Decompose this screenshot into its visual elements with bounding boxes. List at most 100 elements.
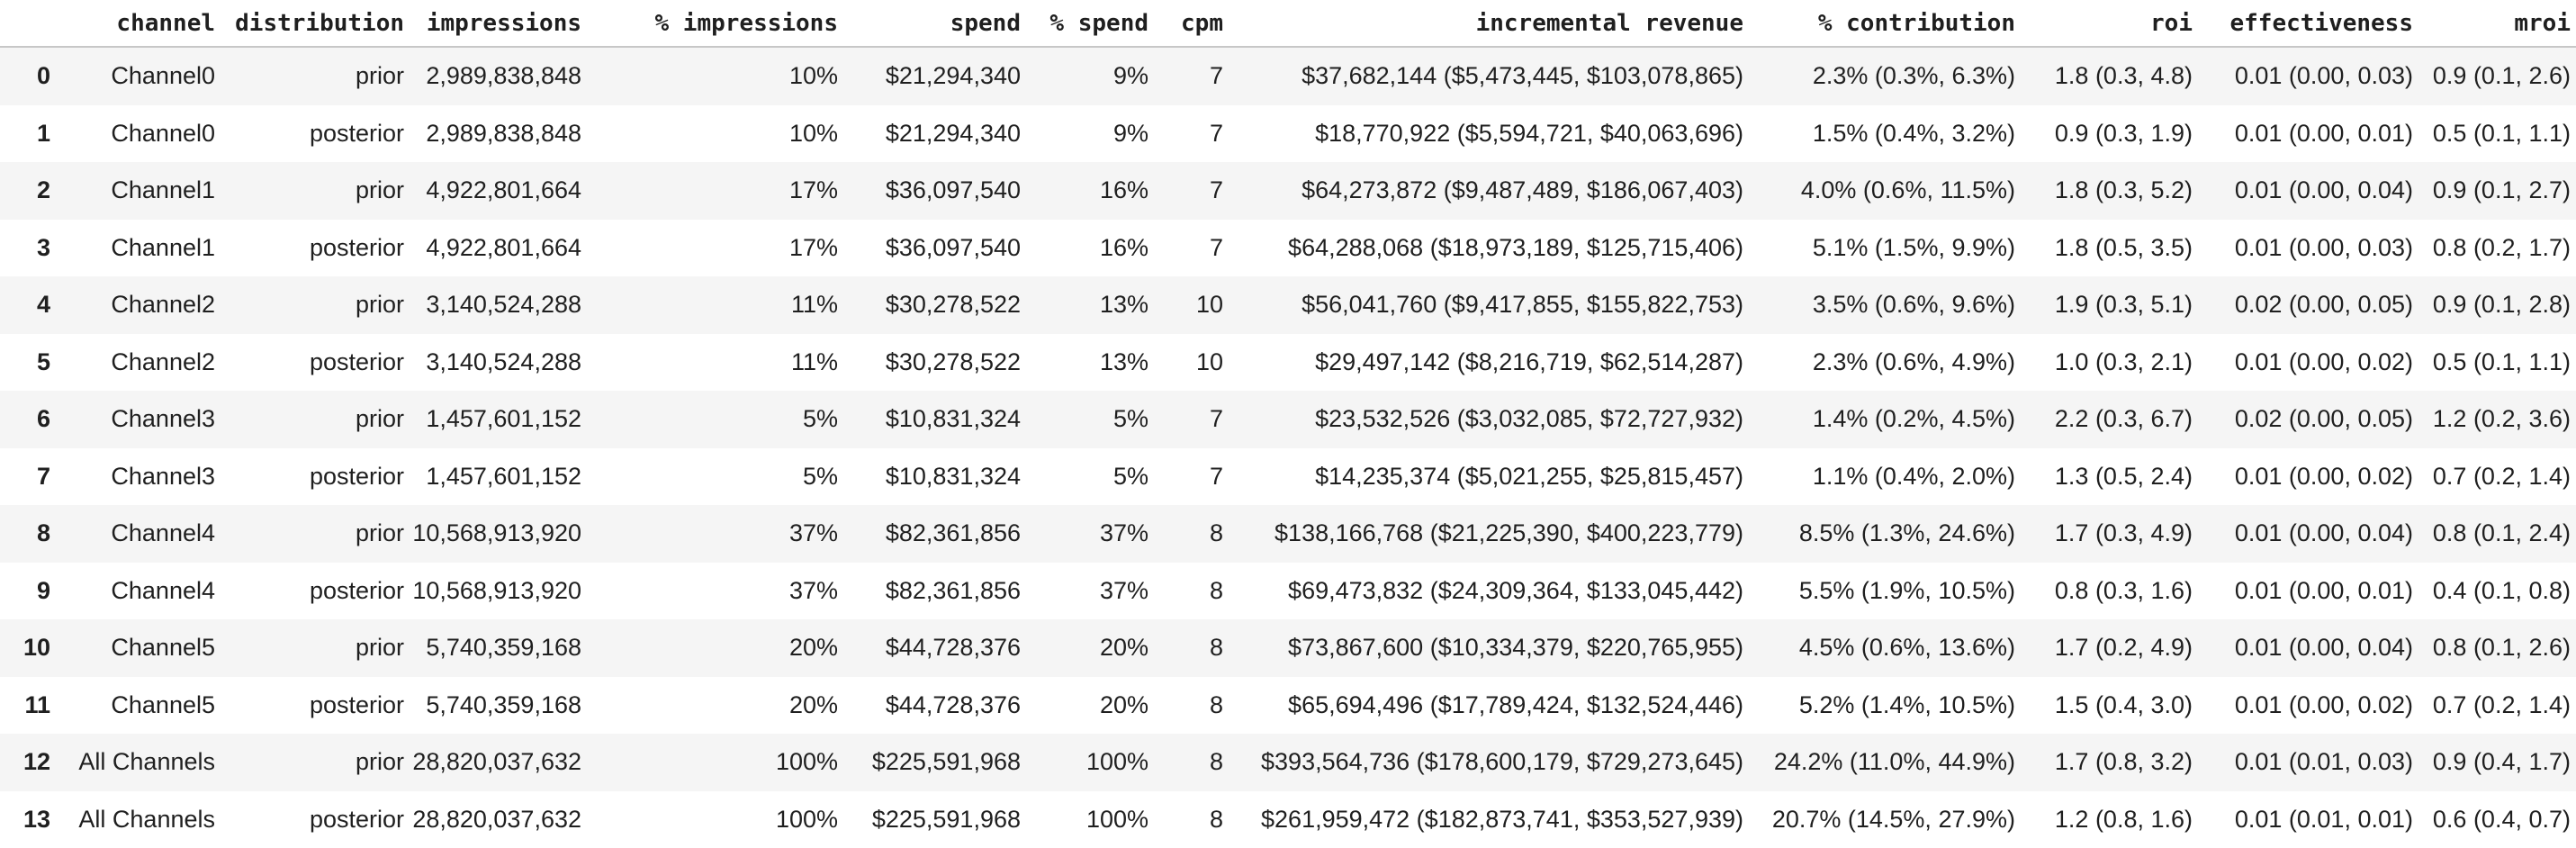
cell-pct-spend: 13% xyxy=(1099,347,1148,375)
table-row-4: 4 Channel2 prior 3,140,524,288 11% $30,278,52… xyxy=(0,276,2576,334)
cell-effectiveness: 0.01 (0.00, 0.01) xyxy=(2234,119,2413,147)
cell-spend: $30,278,522 xyxy=(885,347,1021,375)
cell-channel: Channel4 xyxy=(111,519,215,547)
cell-cpm: 7 xyxy=(1209,176,1223,204)
cell-mroi: 1.2 (0.2, 3.6) xyxy=(2432,405,2571,433)
cell-impressions: 5,740,359,168 xyxy=(426,690,581,718)
cell-pct-impressions: 5% xyxy=(802,462,838,490)
cell-effectiveness: 0.01 (0.00, 0.02) xyxy=(2234,347,2413,375)
table-row-7: 7 Channel3 posterior 1,457,601,152 5% $10,831… xyxy=(0,447,2576,505)
cell-pct-spend: 9% xyxy=(1112,119,1148,147)
row-index: 0 xyxy=(36,62,50,90)
table-row-6: 6 Channel3 prior 1,457,601,152 5% $10,831,324… xyxy=(0,391,2576,448)
table-row-10: 10 Channel5 prior 5,740,359,168 20% $44,728,3… xyxy=(0,619,2576,677)
cell-spend: $30,278,522 xyxy=(885,291,1021,319)
cell-effectiveness: 0.01 (0.00, 0.02) xyxy=(2234,462,2413,490)
cell-spend: $225,591,968 xyxy=(871,748,1021,776)
cell-pct-impressions: 17% xyxy=(788,176,838,204)
cell-impressions: 3,140,524,288 xyxy=(426,291,581,319)
cell-incremental-revenue: $29,497,142 ($8,216,719, $62,514,287) xyxy=(1315,347,1743,375)
row-index: 12 xyxy=(23,748,50,776)
cell-distribution: prior xyxy=(355,519,404,547)
row-index: 4 xyxy=(36,291,50,319)
cell-distribution: prior xyxy=(355,176,404,204)
column-header-roi: roi xyxy=(2021,0,2198,48)
cell-pct-impressions: 17% xyxy=(788,233,838,261)
cell-cpm: 10 xyxy=(1195,347,1223,375)
table-row-0: 0 Channel0 prior 2,989,838,848 10% $21,294,34… xyxy=(0,47,2576,105)
cell-pct-spend: 9% xyxy=(1112,62,1148,90)
cell-distribution: posterior xyxy=(309,119,404,147)
cell-pct-spend: 37% xyxy=(1099,576,1148,604)
cell-spend: $82,361,856 xyxy=(885,519,1021,547)
cell-spend: $21,294,340 xyxy=(885,119,1021,147)
table-row-11: 11 Channel5 posterior 5,740,359,168 20% $44,7… xyxy=(0,676,2576,734)
cell-roi: 1.3 (0.5, 2.4) xyxy=(2054,462,2193,490)
cell-pct-contribution: 24.2% (11.0%, 44.9%) xyxy=(1773,748,2015,776)
row-index: 1 xyxy=(36,119,50,147)
cell-effectiveness: 0.01 (0.01, 0.03) xyxy=(2234,748,2413,776)
cell-channel: All Channels xyxy=(78,805,215,833)
cell-impressions: 28,820,037,632 xyxy=(412,748,581,776)
cell-channel: Channel3 xyxy=(111,405,215,433)
cell-channel: Channel2 xyxy=(111,291,215,319)
cell-pct-impressions: 10% xyxy=(788,119,838,147)
cell-impressions: 2,989,838,848 xyxy=(426,62,581,90)
cell-spend: $21,294,340 xyxy=(885,62,1021,90)
cell-pct-spend: 5% xyxy=(1112,405,1148,433)
cell-effectiveness: 0.01 (0.00, 0.01) xyxy=(2234,576,2413,604)
column-header-channel: channel xyxy=(56,0,221,48)
cell-distribution: prior xyxy=(355,748,404,776)
cell-impressions: 5,740,359,168 xyxy=(426,634,581,662)
column-header-incremental-revenue: incremental revenue xyxy=(1229,0,1749,48)
cell-channel: Channel3 xyxy=(111,462,215,490)
cell-channel: Channel0 xyxy=(111,119,215,147)
row-index: 8 xyxy=(36,519,50,547)
cell-cpm: 8 xyxy=(1209,748,1223,776)
column-header-impressions: impressions xyxy=(410,0,587,48)
cell-channel: Channel5 xyxy=(111,690,215,718)
cell-distribution: prior xyxy=(355,634,404,662)
cell-pct-contribution: 4.0% (0.6%, 11.5%) xyxy=(1800,176,2015,204)
cell-pct-impressions: 10% xyxy=(788,62,838,90)
row-index: 3 xyxy=(36,233,50,261)
cell-impressions: 2,989,838,848 xyxy=(426,119,581,147)
cell-spend: $225,591,968 xyxy=(871,805,1021,833)
cell-pct-contribution: 8.5% (1.3%, 24.6%) xyxy=(1798,519,2015,547)
column-header-pct-contribution: % contribution xyxy=(1749,0,2021,48)
cell-incremental-revenue: $393,564,736 ($178,600,179, $729,273,645… xyxy=(1261,748,1743,776)
cell-pct-impressions: 11% xyxy=(790,291,838,319)
cell-mroi: 0.9 (0.1, 2.7) xyxy=(2432,176,2571,204)
cell-cpm: 8 xyxy=(1209,634,1223,662)
cell-spend: $36,097,540 xyxy=(885,176,1021,204)
cell-mroi: 0.8 (0.1, 2.6) xyxy=(2432,634,2571,662)
cell-distribution: posterior xyxy=(309,347,404,375)
cell-pct-impressions: 37% xyxy=(788,519,838,547)
column-header-pct-impressions: % impressions xyxy=(587,0,843,48)
cell-spend: $44,728,376 xyxy=(885,634,1021,662)
cell-cpm: 7 xyxy=(1209,462,1223,490)
cell-spend: $36,097,540 xyxy=(885,233,1021,261)
cell-effectiveness: 0.01 (0.00, 0.03) xyxy=(2234,233,2413,261)
column-header-index xyxy=(0,0,56,48)
cell-roi: 1.0 (0.3, 2.1) xyxy=(2054,347,2193,375)
row-index: 7 xyxy=(36,462,50,490)
cell-roi: 1.8 (0.3, 5.2) xyxy=(2054,176,2193,204)
cell-mroi: 0.7 (0.2, 1.4) xyxy=(2432,690,2571,718)
cell-cpm: 7 xyxy=(1209,62,1223,90)
cell-distribution: prior xyxy=(355,405,404,433)
cell-incremental-revenue: $23,532,526 ($3,032,085, $72,727,932) xyxy=(1315,405,1743,433)
cell-pct-contribution: 2.3% (0.6%, 4.9%) xyxy=(1812,347,2015,375)
cell-impressions: 1,457,601,152 xyxy=(426,462,581,490)
cell-pct-impressions: 100% xyxy=(775,805,838,833)
cell-roi: 1.9 (0.3, 5.1) xyxy=(2054,291,2193,319)
cell-pct-spend: 16% xyxy=(1099,176,1148,204)
cell-impressions: 4,922,801,664 xyxy=(426,233,581,261)
cell-incremental-revenue: $73,867,600 ($10,334,379, $220,765,955) xyxy=(1288,634,1743,662)
cell-spend: $10,831,324 xyxy=(885,405,1021,433)
cell-mroi: 0.9 (0.1, 2.8) xyxy=(2432,291,2571,319)
column-header-pct-spend: % spend xyxy=(1026,0,1154,48)
cell-cpm: 8 xyxy=(1209,576,1223,604)
cell-distribution: prior xyxy=(355,291,404,319)
